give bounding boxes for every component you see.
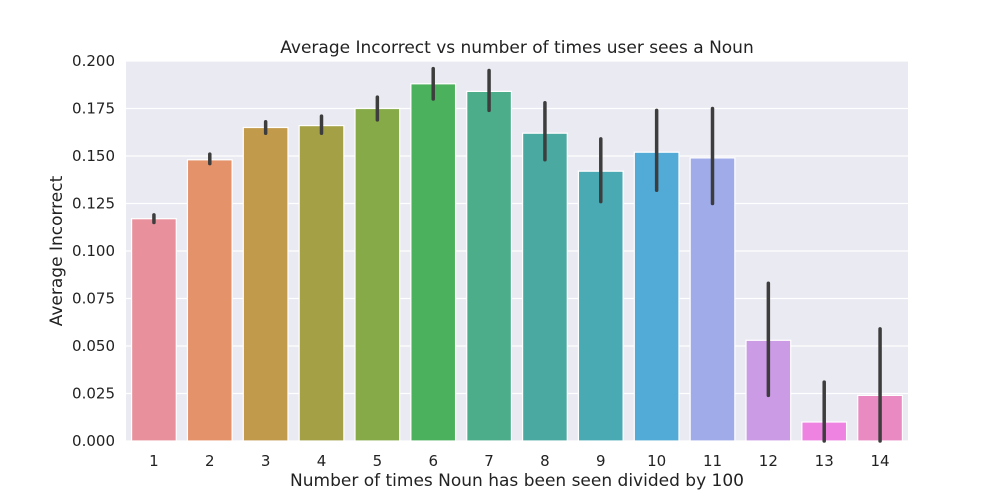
y-tick-label: 0.050 [72, 337, 115, 355]
bar [466, 90, 513, 442]
x-tick-label: 3 [261, 452, 271, 470]
x-tick-label: 1 [149, 452, 159, 470]
y-tick-label: 0.150 [72, 147, 115, 165]
x-axis-title: Number of times Noun has been seen divid… [290, 471, 744, 491]
y-tick-label: 0.175 [72, 100, 115, 118]
x-tick-label: 12 [759, 452, 778, 470]
x-tick-label: 10 [647, 452, 666, 470]
bar [298, 124, 345, 442]
chart-title: Average Incorrect vs number of times use… [280, 38, 753, 58]
x-tick-labels: 1 2 3 4 5 6 7 8 9 10 11 12 13 14 [149, 452, 889, 470]
x-tick-label: 14 [871, 452, 890, 470]
y-tick-label: 0.075 [72, 290, 115, 308]
x-tick-label: 9 [596, 452, 606, 470]
y-tick-labels: 0.000 0.025 0.050 0.075 0.100 0.125 0.150 0.175… [72, 52, 115, 450]
bar [633, 151, 680, 442]
bar [242, 126, 289, 442]
error-bars [152, 66, 882, 443]
x-tick-label: 7 [484, 452, 494, 470]
x-tick-label: 8 [540, 452, 550, 470]
bar [577, 170, 624, 442]
y-tick-label: 0.125 [72, 195, 115, 213]
x-tick-label: 11 [703, 452, 722, 470]
bar [186, 159, 233, 442]
y-tick-label: 0.025 [72, 385, 115, 403]
x-tick-label: 6 [428, 452, 438, 470]
bar [130, 218, 177, 442]
y-axis-title: Average Incorrect [47, 175, 67, 326]
bar [521, 132, 568, 442]
x-tick-label: 5 [373, 452, 383, 470]
y-tick-label: 0.000 [72, 432, 115, 450]
y-tick-label: 0.100 [72, 242, 115, 260]
x-tick-label: 2 [205, 452, 215, 470]
x-tick-label: 4 [317, 452, 327, 470]
bar [354, 107, 401, 442]
bar [410, 83, 457, 442]
y-tick-label: 0.200 [72, 52, 115, 70]
x-tick-label: 13 [815, 452, 834, 470]
bars [130, 83, 904, 442]
